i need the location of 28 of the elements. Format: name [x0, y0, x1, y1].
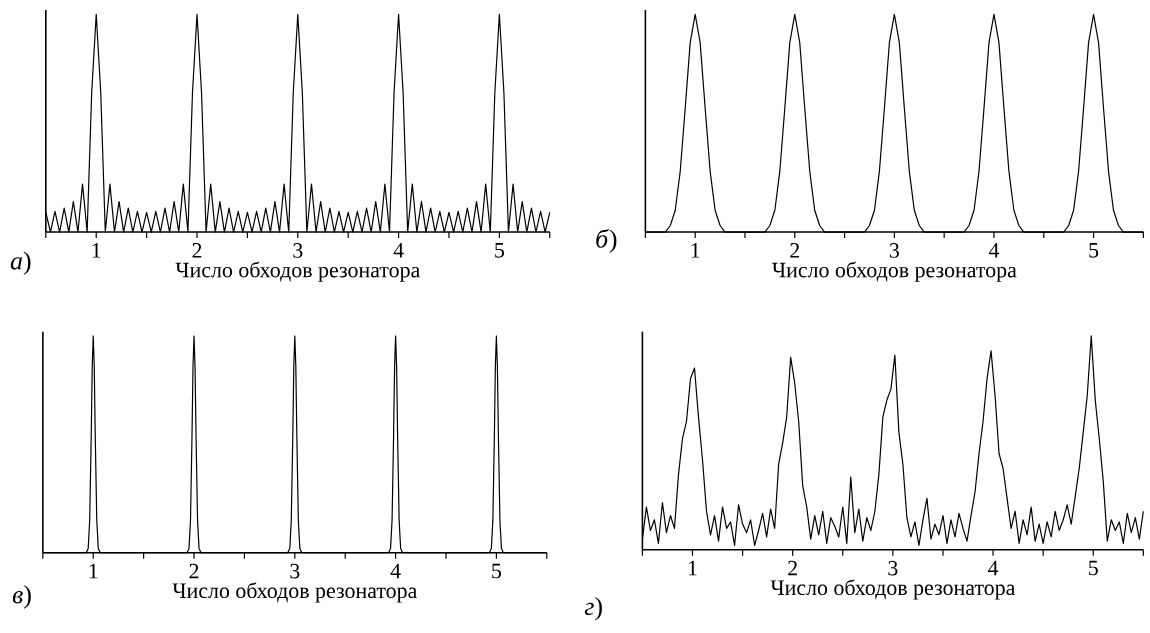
x-tick-label: 5	[1089, 242, 1099, 258]
text: а)	[10, 251, 31, 275]
text: в)	[12, 585, 31, 609]
x-tick-label: 5	[492, 563, 501, 579]
x-tick-label: 3	[293, 242, 303, 258]
x-tick-label: 2	[790, 242, 800, 258]
x-tick-label: 3	[290, 563, 300, 579]
x-tick-label: 1	[688, 560, 697, 576]
x-tick-label: 5	[495, 242, 504, 258]
x-tick-label: 4	[988, 560, 999, 575]
x-tick-label: 1	[89, 563, 98, 579]
x-tick-label: 1	[92, 242, 101, 258]
x-axis-title: Число обходов резонатора	[772, 261, 1017, 282]
text: б)	[596, 228, 617, 253]
x-tick-label: 5	[1089, 560, 1098, 576]
x-axis-title: Число обходов резонатора	[770, 579, 1016, 600]
x-tick-label: 4	[390, 563, 401, 578]
x-tick-label: 3	[888, 560, 898, 576]
x-tick-label: 2	[192, 242, 202, 258]
x-axis-title: Число обходов резонатора	[175, 261, 420, 282]
x-tick-label: 2	[189, 563, 199, 579]
x-tick-label: 3	[889, 242, 899, 258]
x-axis-title: Число обходов резонатора	[172, 581, 418, 603]
x-tick-label: 1	[691, 242, 700, 258]
text: г)	[584, 596, 602, 621]
x-tick-label: 2	[788, 560, 797, 576]
x-tick-label: 4	[988, 242, 1000, 258]
x-tick-label: 4	[393, 242, 404, 258]
